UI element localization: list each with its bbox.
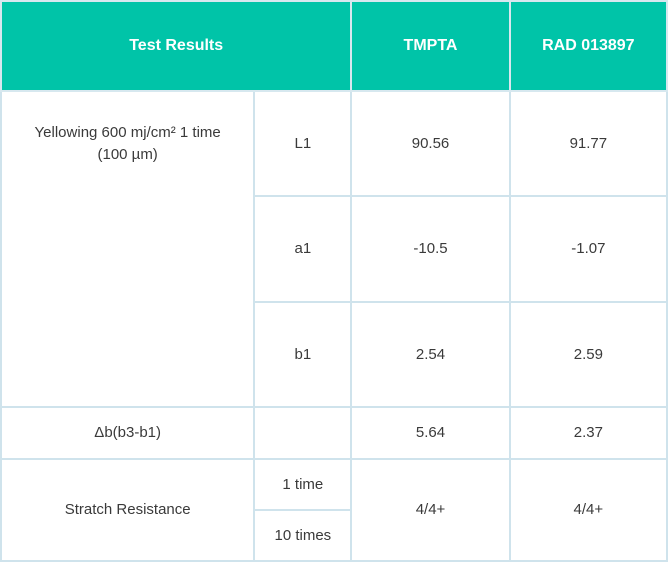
table-row-scratch-10: 10 times: [1, 509, 667, 562]
tmpta-delta-b-value: 5.64: [350, 406, 511, 460]
sub-label-1-time: 1 time: [253, 458, 353, 511]
sub-label-b1: b1: [253, 301, 353, 408]
table-row-b1: b1 2.54 2.59: [1, 301, 668, 408]
yellowing-label: Yellowing 600 mj/cm² 1 time (100 µm): [0, 90, 256, 408]
sub-label-10-times: 10 times: [253, 509, 353, 562]
rad-scratch-value: 4/4+: [508, 458, 668, 562]
tmpta-l1-value: 90.56: [350, 90, 511, 197]
delta-b-label: Δb(b3-b1): [0, 406, 256, 460]
header-rad-013897: RAD 013897: [508, 0, 668, 92]
header-tmpta: TMPTA: [350, 0, 511, 92]
header-row: Test Results TMPTA RAD 013897: [0, 0, 668, 92]
tmpta-a1-value: -10.5: [350, 195, 511, 303]
tmpta-scratch-value: 4/4+: [350, 458, 511, 562]
sub-label-a1: a1: [253, 195, 353, 303]
sub-label-l1: L1: [253, 90, 353, 197]
table-row-delta-b: Δb(b3-b1) 5.64 2.37: [0, 406, 668, 460]
header-test-results: Test Results: [0, 0, 353, 92]
rad-b1-value: 2.59: [508, 301, 668, 408]
rad-l1-value: 91.77: [508, 90, 668, 197]
rad-delta-b-value: 2.37: [508, 406, 668, 460]
table-row-scratch-1: Stratch Resistance 1 time 4/4+ 4/4+: [0, 458, 668, 562]
tmpta-b1-value: 2.54: [350, 301, 511, 408]
table-row-l1: Yellowing 600 mj/cm² 1 time (100 µm) L1 …: [0, 90, 668, 408]
scratch-resistance-label: Stratch Resistance: [0, 458, 256, 562]
rad-a1-value: -1.07: [508, 195, 668, 303]
table-row-a1: a1 -10.5 -1.07: [1, 195, 668, 303]
delta-b-sub-empty: [253, 406, 353, 460]
